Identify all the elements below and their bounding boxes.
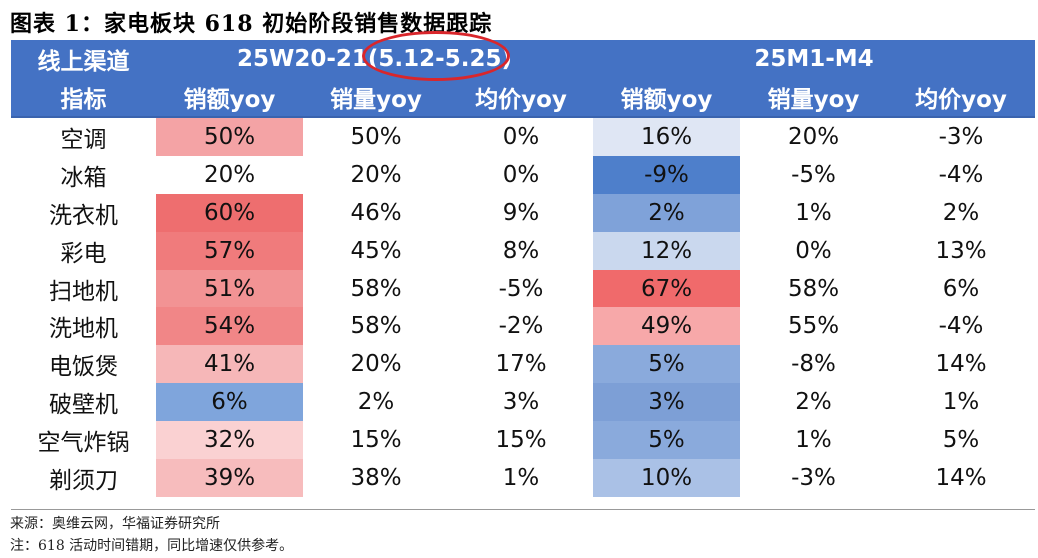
value-cell: 45% (350, 237, 402, 264)
source-note: 来源：奥维云网，华福证券研究所 (10, 516, 220, 532)
value-cell: 55% (787, 313, 840, 340)
value-cell: 58% (350, 275, 402, 302)
value-cell: 10% (593, 459, 740, 497)
value-cell: 41% (156, 345, 303, 384)
value-cell: 3% (502, 389, 540, 416)
value-cell: 1% (942, 389, 980, 416)
value-cell: 6% (156, 383, 303, 422)
value-cell: 15% (350, 427, 402, 454)
value-cell: 16% (593, 117, 740, 156)
value-cell: 5% (593, 345, 740, 384)
footnotes: 来源：奥维云网，华福证券研究所 注：618 活动时间错期，同比增速仅供参考。 (10, 513, 293, 557)
value-cell: -2% (498, 313, 544, 340)
value-cell: 51% (156, 269, 303, 308)
table-row: 扫地机 51% 58% -5% 67% 58% 6% (11, 269, 1035, 308)
category-cell: 电饭煲 (49, 354, 118, 381)
value-cell: 5% (593, 421, 740, 460)
value-cell: 17% (495, 351, 547, 378)
column-header: 销额yoy (156, 77, 303, 118)
table-row: 空调 50% 50% 0% 16% 20% -3% (11, 117, 1035, 156)
category-cell: 冰箱 (60, 164, 107, 191)
column-header: 销额yoy (593, 77, 740, 118)
value-cell: 32% (156, 421, 303, 460)
value-cell: 49% (593, 307, 740, 346)
value-cell: 20% (350, 161, 402, 188)
indicator-label: 指标 (11, 77, 156, 118)
value-cell: 5% (942, 427, 980, 454)
value-cell: 54% (156, 307, 303, 346)
value-cell: 12% (593, 231, 740, 270)
value-cell: 20% (350, 351, 402, 378)
value-cell: -3% (791, 464, 836, 491)
table-row: 冰箱 20% 20% 0% -9% -5% -4% (11, 155, 1035, 194)
value-cell: 8% (502, 237, 540, 264)
value-cell: 39% (156, 459, 303, 497)
category-cell: 洗衣机 (49, 202, 118, 229)
value-cell: 50% (156, 117, 303, 156)
column-header: 销量yoy (303, 77, 449, 118)
column-header: 均价yoy (887, 77, 1035, 118)
table-row: 彩电 57% 45% 8% 12% 0% 13% (11, 231, 1035, 270)
value-cell: 58% (787, 275, 840, 302)
sales-table: 线上渠道 25W20-21(5.12-5.25) 25M1-M4 指标 销额yo… (11, 40, 1035, 497)
table-row: 洗地机 54% 58% -2% 49% 55% -4% (11, 307, 1035, 346)
value-cell: 2% (795, 389, 832, 416)
value-cell: 38% (350, 464, 402, 491)
category-cell: 空气炸锅 (37, 430, 130, 457)
value-cell: 60% (156, 193, 303, 232)
value-cell: 1% (795, 427, 832, 454)
value-cell: 3% (593, 383, 740, 422)
value-cell: 2% (357, 389, 395, 416)
category-cell: 洗地机 (49, 316, 118, 343)
value-cell: -9% (593, 155, 740, 194)
value-cell: 0% (502, 123, 540, 150)
category-cell: 彩电 (60, 240, 107, 267)
value-cell: 20% (787, 123, 840, 150)
value-cell: -8% (791, 351, 836, 378)
category-cell: 破壁机 (49, 392, 118, 419)
value-cell: 50% (350, 123, 402, 150)
table-row: 洗衣机 60% 46% 9% 2% 1% 2% (11, 193, 1035, 232)
value-cell: 9% (502, 199, 540, 226)
value-cell: 2% (942, 199, 980, 226)
value-cell: 15% (495, 427, 547, 454)
category-cell: 扫地机 (49, 278, 118, 305)
period2-header: 25M1-M4 (593, 40, 1035, 77)
value-cell: -3% (938, 123, 984, 150)
value-cell: 0% (795, 237, 832, 264)
channel-label: 线上渠道 (11, 40, 156, 77)
value-cell: -4% (938, 313, 984, 340)
value-cell: 13% (935, 237, 987, 264)
value-cell: 1% (795, 199, 832, 226)
value-cell: -4% (938, 161, 984, 188)
value-cell: -5% (791, 161, 836, 188)
remark-note: 注：618 活动时间错期，同比增速仅供参考。 (10, 538, 294, 554)
value-cell: -5% (498, 275, 544, 302)
value-cell: 2% (593, 193, 740, 232)
value-cell: 46% (350, 199, 402, 226)
table-row: 电饭煲 41% 20% 17% 5% -8% 14% (11, 345, 1035, 384)
category-cell: 空调 (60, 126, 107, 153)
value-cell: 67% (593, 269, 740, 308)
value-cell: 20% (156, 155, 303, 194)
table-row: 空气炸锅 32% 15% 15% 5% 1% 5% (11, 421, 1035, 460)
value-cell: 14% (935, 464, 987, 491)
column-header: 均价yoy (449, 77, 593, 118)
value-cell: 58% (350, 313, 402, 340)
value-cell: 1% (502, 464, 540, 491)
column-header: 销量yoy (740, 77, 887, 118)
highlight-circle (362, 31, 510, 81)
header-row-columns: 指标 销额yoy 销量yoy 均价yoy 销额yoy 销量yoy 均价yoy (11, 77, 1035, 118)
bottom-divider (11, 509, 1035, 510)
category-cell: 剃须刀 (49, 467, 118, 494)
value-cell: 14% (935, 351, 987, 378)
table-row: 破壁机 6% 2% 3% 3% 2% 1% (11, 383, 1035, 422)
value-cell: 0% (502, 161, 540, 188)
value-cell: 6% (942, 275, 980, 302)
value-cell: 57% (156, 231, 303, 270)
header-row-periods: 线上渠道 25W20-21(5.12-5.25) 25M1-M4 (11, 40, 1035, 77)
table-row: 剃须刀 39% 38% 1% 10% -3% 14% (11, 459, 1035, 497)
